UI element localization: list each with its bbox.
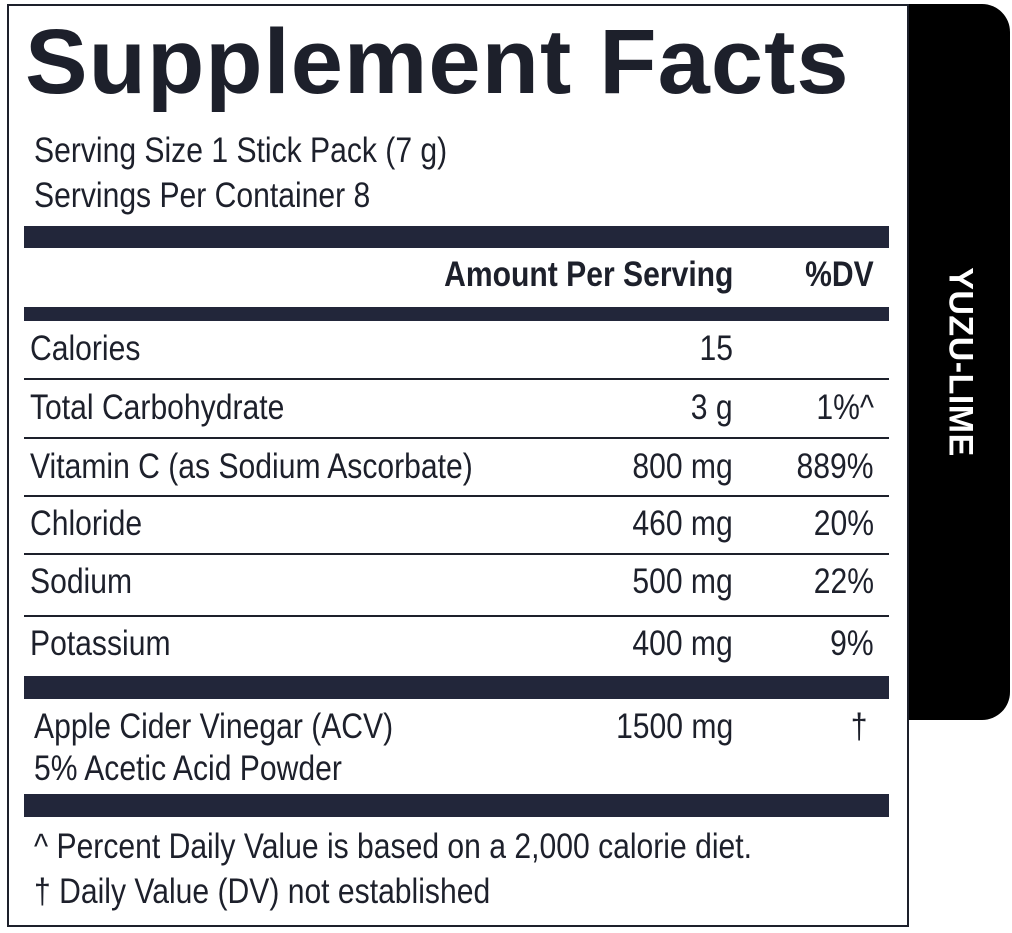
nutrient-dv: 9% (830, 624, 874, 663)
acv-name-line1: Apple Cider Vinegar (ACV) (34, 707, 394, 746)
nutrient-name: Sodium (30, 562, 133, 601)
nutrient-name: Chloride (30, 504, 143, 543)
nutrient-amount: 500 mg (632, 562, 733, 601)
nutrient-amount: 15 (699, 329, 733, 368)
supplement-facts-panel: Supplement Facts (7, 4, 909, 927)
divider-bar-thick (24, 794, 889, 817)
panel-title: Supplement Facts (25, 11, 850, 113)
nutrient-name: Vitamin C (as Sodium Ascorbate) (30, 447, 473, 486)
acv-dv: † (850, 707, 867, 746)
nutrient-amount: 460 mg (632, 504, 733, 543)
dv-header: %DV (805, 255, 874, 294)
nutrient-dv: 22% (813, 562, 874, 601)
nutrient-name: Total Carbohydrate (30, 388, 285, 427)
nutrient-name: Potassium (30, 624, 171, 663)
flavor-label: YUZU-LIME (941, 267, 980, 457)
amount-header: Amount Per Serving (443, 255, 733, 294)
divider-bar-thick (24, 226, 889, 248)
footnote-dv-not-established: † Daily Value (DV) not established (34, 872, 491, 911)
row-divider (24, 378, 889, 380)
nutrient-dv: 889% (797, 447, 874, 486)
servings-per-container: Servings Per Container 8 (34, 176, 371, 215)
acv-name-line2: 5% Acetic Acid Powder (34, 749, 342, 788)
row-divider (24, 437, 889, 439)
nutrient-dv: 1%^ (816, 388, 874, 427)
row-divider (24, 615, 889, 617)
nutrient-amount: 400 mg (632, 624, 733, 663)
nutrient-amount: 3 g (691, 388, 733, 427)
nutrient-name: Calories (30, 329, 141, 368)
acv-amount: 1500 mg (615, 707, 733, 746)
divider-bar-medium (24, 307, 889, 321)
serving-size: Serving Size 1 Stick Pack (7 g) (34, 131, 448, 170)
row-divider (24, 553, 889, 555)
footnote-dv-basis: ^ Percent Daily Value is based on a 2,00… (34, 827, 752, 866)
divider-bar-thick (24, 676, 889, 699)
row-divider (24, 495, 889, 497)
nutrient-dv: 20% (813, 504, 874, 543)
nutrient-amount: 800 mg (632, 447, 733, 486)
